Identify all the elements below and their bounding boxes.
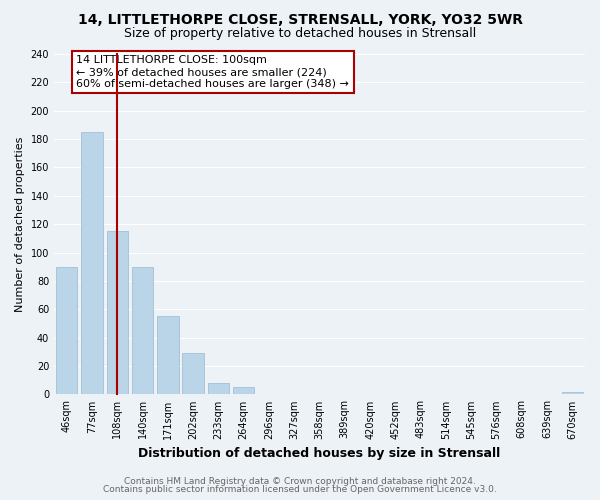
Text: Contains HM Land Registry data © Crown copyright and database right 2024.: Contains HM Land Registry data © Crown c… — [124, 477, 476, 486]
Text: 14, LITTLETHORPE CLOSE, STRENSALL, YORK, YO32 5WR: 14, LITTLETHORPE CLOSE, STRENSALL, YORK,… — [77, 12, 523, 26]
Y-axis label: Number of detached properties: Number of detached properties — [15, 136, 25, 312]
Bar — [107, 232, 128, 394]
Bar — [81, 132, 103, 394]
Bar — [208, 383, 229, 394]
X-axis label: Distribution of detached houses by size in Strensall: Distribution of detached houses by size … — [139, 447, 500, 460]
Text: Size of property relative to detached houses in Strensall: Size of property relative to detached ho… — [124, 28, 476, 40]
Bar — [132, 267, 153, 394]
Bar — [56, 267, 77, 394]
Bar — [157, 316, 179, 394]
Text: 14 LITTLETHORPE CLOSE: 100sqm
← 39% of detached houses are smaller (224)
60% of : 14 LITTLETHORPE CLOSE: 100sqm ← 39% of d… — [76, 56, 349, 88]
Bar — [233, 388, 254, 394]
Text: Contains public sector information licensed under the Open Government Licence v3: Contains public sector information licen… — [103, 485, 497, 494]
Bar — [182, 354, 204, 395]
Bar — [562, 392, 583, 394]
